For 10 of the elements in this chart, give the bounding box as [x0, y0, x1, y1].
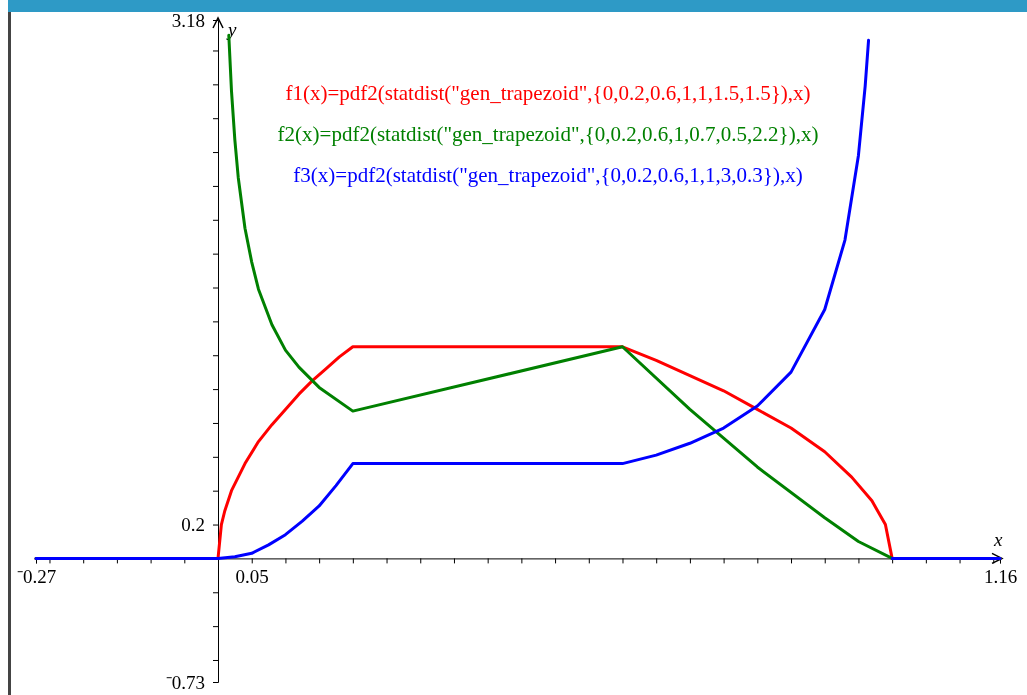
y-tick-label: 0.2: [181, 514, 206, 536]
text: f2(x)=pdf2(statdist("gen_trapezoid",{0,0.2,0.6,1,0.7,0.5,2.2}),x): [277, 122, 819, 146]
y-tick-label: ⁻0.73: [165, 671, 206, 693]
y-tick-label: 3.18: [171, 9, 206, 31]
x-tick-label: ⁻0.27: [16, 565, 57, 587]
x-axis-title: x: [993, 529, 1003, 551]
x-tick-label: 0.05: [235, 565, 269, 587]
text: f3(x)=pdf2(statdist("gen_trapezoid",{0,0.2,0.6,1,1,3,0.3}),x): [293, 163, 803, 187]
text: f1(x)=pdf2(statdist("gen_trapezoid",{0,0.2,0.6,1,1,1.5,1.5}),x): [285, 81, 811, 105]
x-tick-label: 1.16: [983, 565, 1018, 587]
